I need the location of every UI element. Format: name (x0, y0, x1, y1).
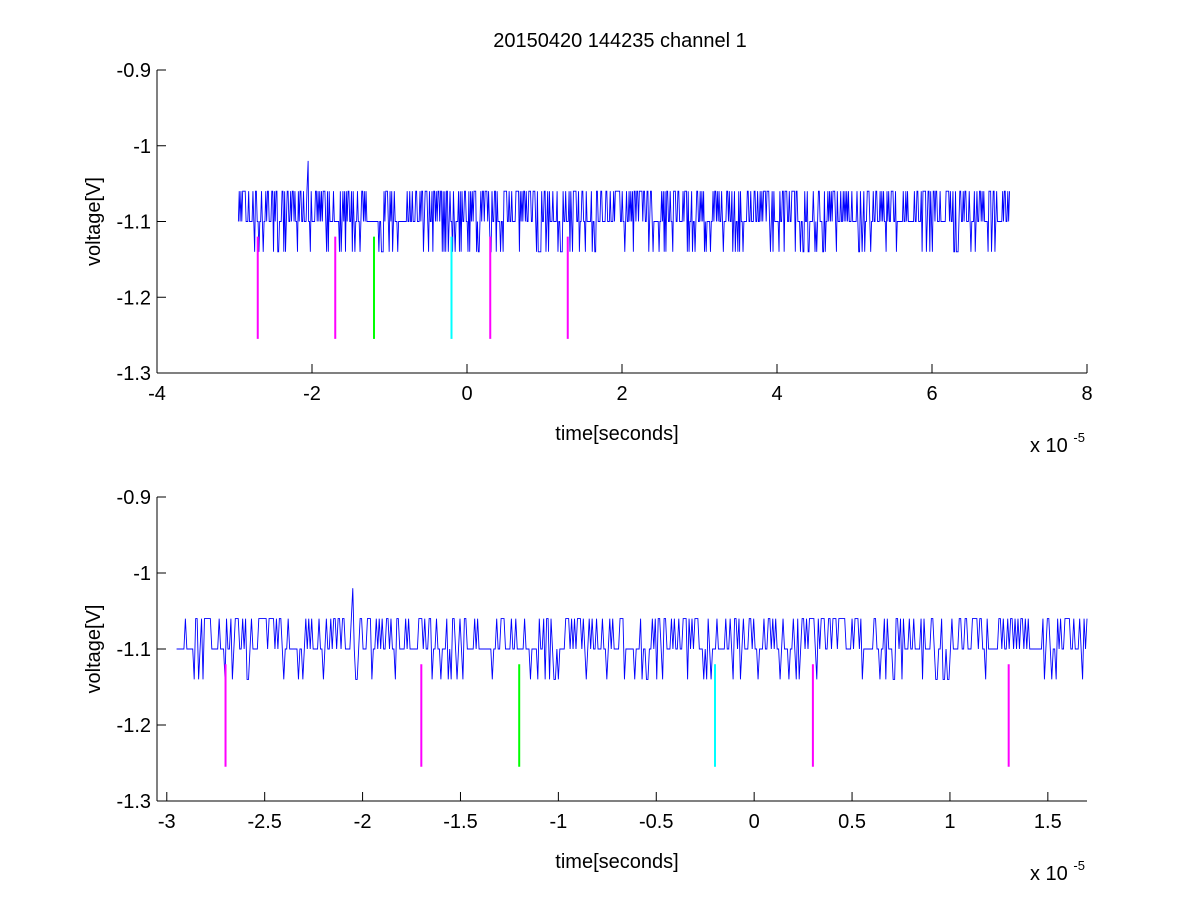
top-plot-x-multiplier-exponent: -5 (1073, 430, 1085, 445)
x-tick-label: -0.5 (639, 811, 673, 833)
x-tick-label: 0.5 (838, 811, 866, 833)
voltage-trace (176, 588, 1088, 680)
y-tick-label: -1.3 (117, 791, 151, 813)
top-plot-series (237, 160, 1010, 253)
bottom-plot-x-multiplier: x 10 -5 (1030, 858, 1085, 885)
bottom-plot-axes: -1.3 -1.2 -1.1 -1 -0.9 -3 -2.5 -2 -1.5 -1 -0.5 0 0.… (83, 487, 1088, 885)
bottom-plot-x-ticks: -3 -2.5 -2 -1.5 -1 -0.5 0 0.5 1 1.5 (158, 792, 1062, 833)
x-tick-label: 0 (749, 811, 760, 833)
bottom-plot-x-multiplier-exponent: -5 (1073, 858, 1085, 873)
top-plot-axes: -1.3-1.2-1.1-1-0.9 -4 -2 0 2 4 6 8 voltage[V] … (83, 60, 1093, 457)
x-tick-label: -2.5 (247, 811, 281, 833)
x-tick-label: 8 (1081, 383, 1092, 405)
x-tick-label: -4 (148, 383, 166, 405)
top-plot-y-axis-label: voltage[V] (83, 177, 105, 266)
y-tick-label: -0.9 (117, 60, 151, 82)
top-plot-markers (256, 236, 569, 339)
top-plot-x-axis-label: time[seconds] (555, 423, 678, 445)
bottom-plot-series (176, 588, 1088, 680)
x-tick-label: -3 (158, 811, 176, 833)
y-tick-label: -1.1 (117, 212, 151, 234)
x-tick-label: 1.5 (1034, 811, 1062, 833)
bottom-plot-x-axis-label: time[seconds] (555, 851, 678, 873)
x-tick-label: 4 (771, 383, 782, 405)
x-tick-label: -2 (303, 383, 321, 405)
x-tick-label: -2 (354, 811, 372, 833)
bottom-plot-y-axis-label: voltage[V] (83, 605, 105, 694)
bottom-plot-y-ticks: -1.3 -1.2 -1.1 -1 -0.9 (117, 487, 166, 813)
chart-title: 20150420 144235 channel 1 (493, 30, 747, 52)
y-tick-label: -1 (133, 563, 151, 585)
x-tick-label: 1 (944, 811, 955, 833)
y-tick-label: -1.2 (117, 715, 151, 737)
y-tick-label: -1.2 (117, 287, 151, 309)
x-tick-label: -1 (549, 811, 567, 833)
x-tick-label: 6 (926, 383, 937, 405)
top-plot-x-multiplier: x 10 -5 (1030, 430, 1085, 457)
top-plot-x-multiplier-base: x 10 (1030, 435, 1068, 457)
y-tick-label: -1.1 (117, 639, 151, 661)
x-tick-label: -1.5 (443, 811, 477, 833)
bottom-plot-x-multiplier-base: x 10 (1030, 863, 1068, 885)
y-tick-label: -1.3 (117, 363, 151, 385)
y-tick-label: -1 (133, 136, 151, 158)
x-tick-label: 0 (461, 383, 472, 405)
x-tick-label: 2 (616, 383, 627, 405)
voltage-trace (237, 160, 1010, 253)
bottom-plot-markers (224, 664, 1010, 767)
top-plot-y-ticks: -1.3 -1.2 -1.1 -1 -0.9 (117, 60, 166, 385)
y-tick-label: -0.9 (117, 487, 151, 509)
